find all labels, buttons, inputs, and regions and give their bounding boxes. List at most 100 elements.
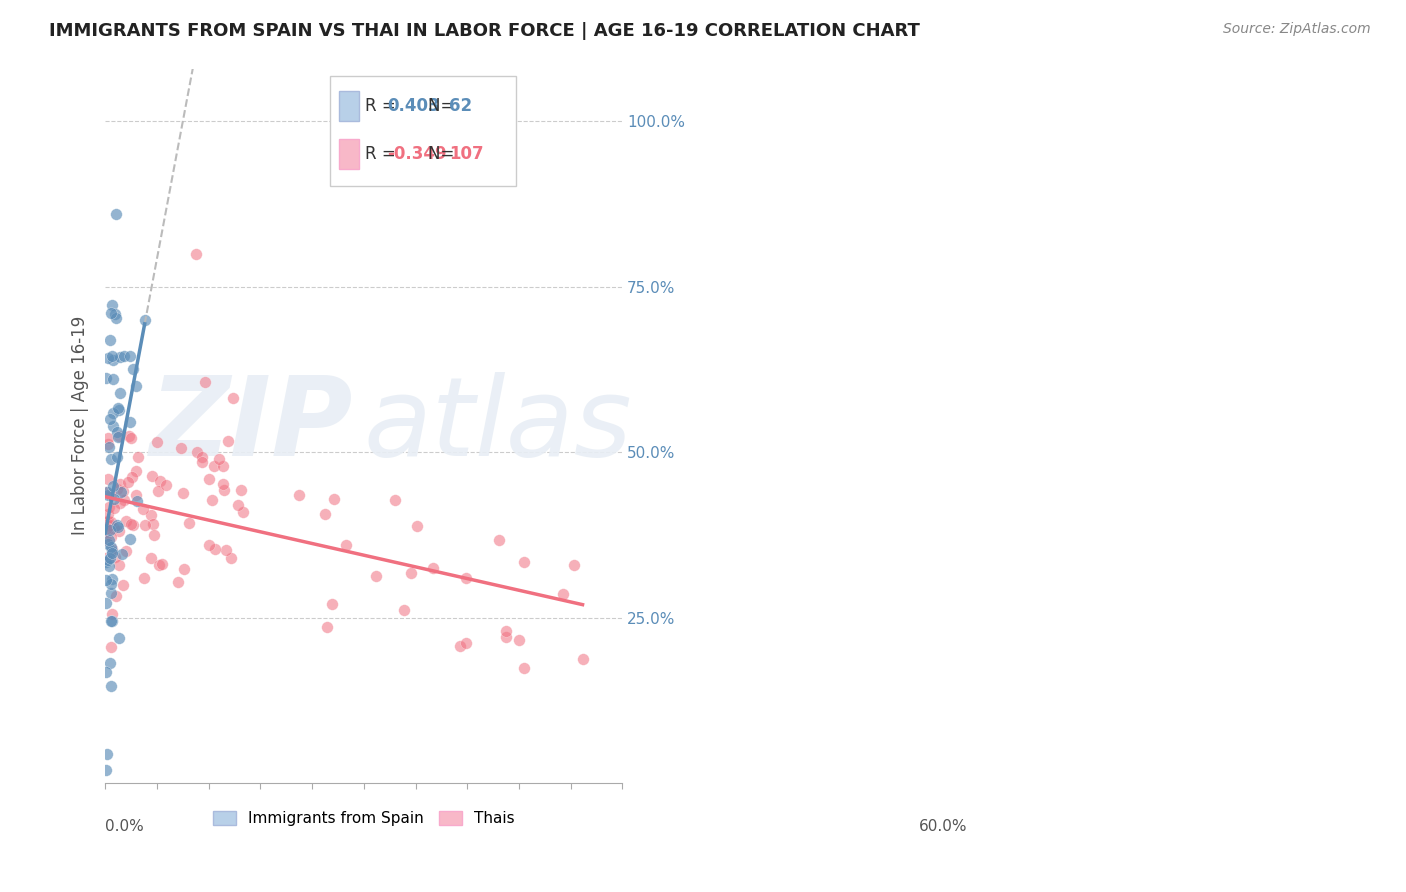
Legend: Immigrants from Spain, Thais: Immigrants from Spain, Thais [207, 805, 520, 832]
Point [110, 386, 132, 401]
Point [211, 477, 233, 491]
Point [454, 571, 477, 585]
Text: IMMIGRANTS FROM SPAIN VS THAI IN LABOR FORCE | AGE 16-19 CORRELATION CHART: IMMIGRANTS FROM SPAIN VS THAI IN LABOR F… [49, 22, 920, 40]
Point [315, 620, 337, 634]
Point [364, 569, 387, 583]
Point [98, 550, 121, 565]
Point [214, 483, 236, 497]
Point [97, 500, 120, 514]
Point [384, 493, 406, 508]
Point [94, 763, 117, 777]
Point [108, 524, 131, 538]
Point [173, 562, 195, 576]
Point [108, 428, 131, 442]
Point [115, 543, 138, 558]
Point [120, 517, 142, 532]
Point [94, 515, 117, 529]
Point [97, 536, 120, 550]
Point [513, 556, 536, 570]
Point [392, 603, 415, 617]
Point [103, 407, 125, 421]
Point [104, 310, 127, 325]
Point [94, 596, 117, 610]
Point [155, 478, 177, 492]
Point [101, 544, 124, 558]
Point [94, 370, 117, 384]
Point [127, 493, 149, 508]
Point [98, 334, 121, 348]
Point [110, 485, 132, 500]
Point [101, 479, 124, 493]
Point [94, 484, 117, 499]
Point [96, 533, 118, 548]
Point [105, 207, 128, 221]
Point [141, 468, 163, 483]
Point [103, 353, 125, 368]
Text: 107: 107 [449, 145, 484, 163]
Point [146, 435, 169, 450]
Point [212, 459, 235, 474]
Point [100, 451, 122, 466]
Point [101, 572, 124, 586]
Point [122, 517, 145, 532]
Point [100, 546, 122, 560]
Point [101, 349, 124, 363]
Point [101, 298, 124, 312]
Point [314, 507, 336, 521]
Point [125, 379, 148, 393]
Point [184, 246, 207, 260]
Point [148, 558, 170, 573]
Text: N=: N= [429, 145, 460, 163]
Point [103, 500, 125, 515]
Point [97, 553, 120, 567]
Point [201, 493, 224, 508]
Point [108, 477, 131, 491]
Point [105, 517, 128, 532]
Point [127, 450, 149, 464]
Point [125, 488, 148, 502]
Point [112, 578, 135, 592]
Point [118, 429, 141, 443]
Point [134, 571, 156, 585]
Point [198, 538, 221, 552]
Point [208, 452, 231, 467]
Point [100, 530, 122, 544]
Text: N=: N= [429, 97, 460, 115]
Point [103, 491, 125, 506]
Point [97, 437, 120, 451]
Point [100, 488, 122, 502]
Point [142, 527, 165, 541]
Point [134, 313, 156, 327]
Point [456, 635, 478, 649]
Point [186, 444, 208, 458]
Point [226, 498, 249, 512]
Point [222, 391, 245, 405]
Point [107, 430, 129, 444]
Point [512, 660, 534, 674]
Point [495, 624, 517, 638]
Bar [339, 139, 359, 169]
Point [105, 425, 128, 439]
Point [112, 483, 135, 498]
Point [98, 411, 121, 425]
Point [101, 541, 124, 556]
Point [190, 450, 212, 464]
Point [553, 587, 575, 601]
Text: 60.0%: 60.0% [918, 819, 967, 834]
Bar [339, 91, 359, 121]
Point [148, 475, 170, 489]
Point [422, 561, 444, 575]
Point [112, 493, 135, 508]
Point [125, 464, 148, 478]
Point [104, 307, 127, 321]
Point [100, 515, 122, 529]
Point [101, 419, 124, 434]
Point [97, 522, 120, 536]
Point [111, 547, 134, 561]
Point [96, 508, 118, 522]
Point [562, 558, 585, 573]
Point [100, 640, 122, 654]
Point [217, 434, 239, 449]
Point [104, 550, 127, 565]
Text: R =: R = [364, 145, 401, 163]
